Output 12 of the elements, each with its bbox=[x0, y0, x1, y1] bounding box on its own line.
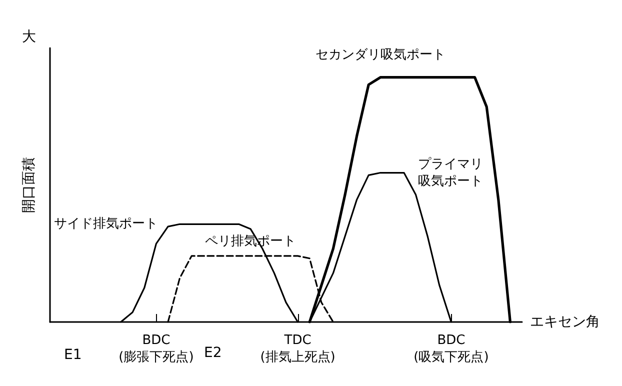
series-label: サイド排気ポート bbox=[54, 216, 158, 232]
x-tick-label: BDC (吸気下死点) bbox=[414, 333, 489, 365]
series-label: ペリ排気ポート bbox=[205, 234, 296, 249]
text: 大 bbox=[22, 29, 36, 45]
x-tick-label: TDC (排気上死点) bbox=[260, 333, 336, 365]
text: E2 bbox=[204, 345, 222, 361]
series-label: プライマリ吸気ポート bbox=[418, 156, 483, 189]
text: E1 bbox=[64, 347, 82, 363]
x-tick-label: BDC (膨張下死点) bbox=[118, 333, 194, 365]
x-axis-title: エキセン角 bbox=[530, 314, 600, 330]
y-axis-title: 開口面積 bbox=[21, 157, 37, 213]
series-label: セカンダリ吸気ポート bbox=[315, 47, 446, 62]
